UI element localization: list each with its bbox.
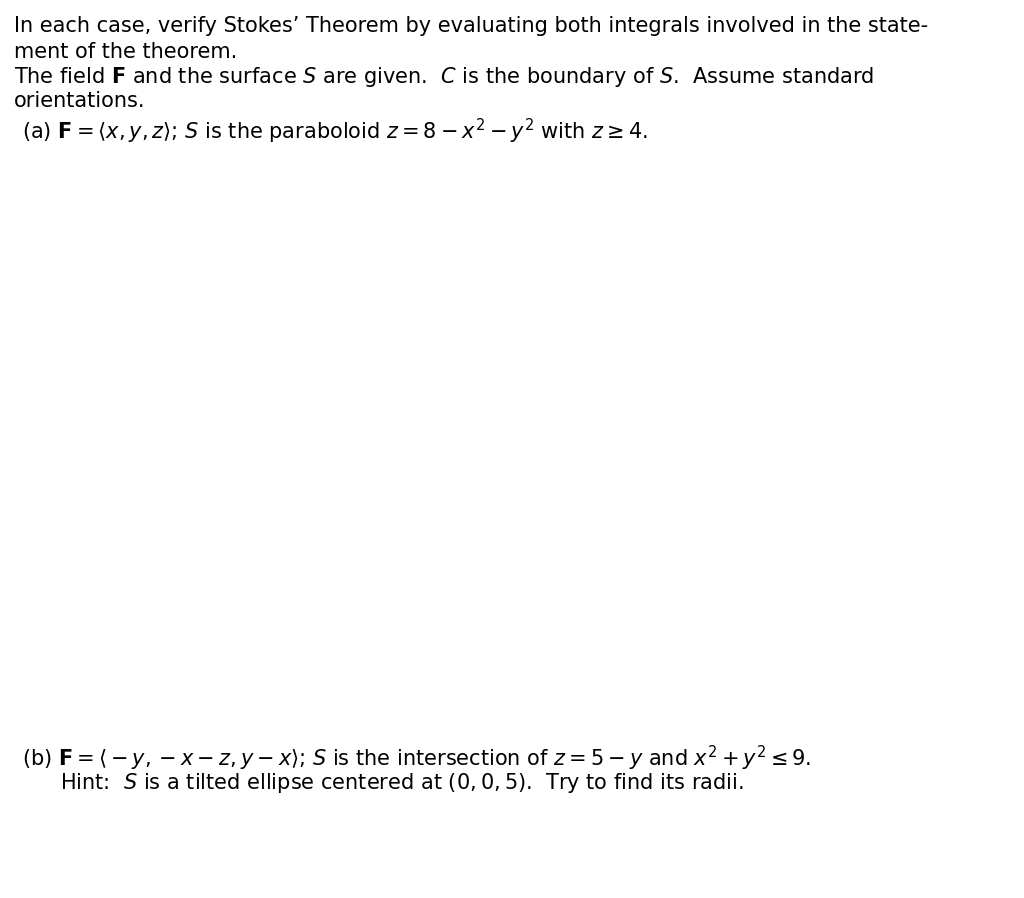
Text: The field $\mathbf{F}$ and the surface $S$ are given.  $C$ is the boundary of $S: The field $\mathbf{F}$ and the surface $… [14,65,874,89]
Text: (a) $\mathbf{F} = \langle x, y, z\rangle$; $S$ is the paraboloid $z = 8 - x^2 - : (a) $\mathbf{F} = \langle x, y, z\rangle… [22,117,648,146]
Text: Hint:  $S$ is a tilted ellipse centered at $(0, 0, 5)$.  Try to find its radii.: Hint: $S$ is a tilted ellipse centered a… [60,771,743,795]
Text: ment of the theorem.: ment of the theorem. [14,42,238,62]
Text: In each case, verify Stokes’ Theorem by evaluating both integrals involved in th: In each case, verify Stokes’ Theorem by … [14,16,928,36]
Text: orientations.: orientations. [14,91,145,111]
Text: (b) $\mathbf{F} = \langle -y, -x - z, y - x\rangle$; $S$ is the intersection of : (b) $\mathbf{F} = \langle -y, -x - z, y … [22,744,811,773]
